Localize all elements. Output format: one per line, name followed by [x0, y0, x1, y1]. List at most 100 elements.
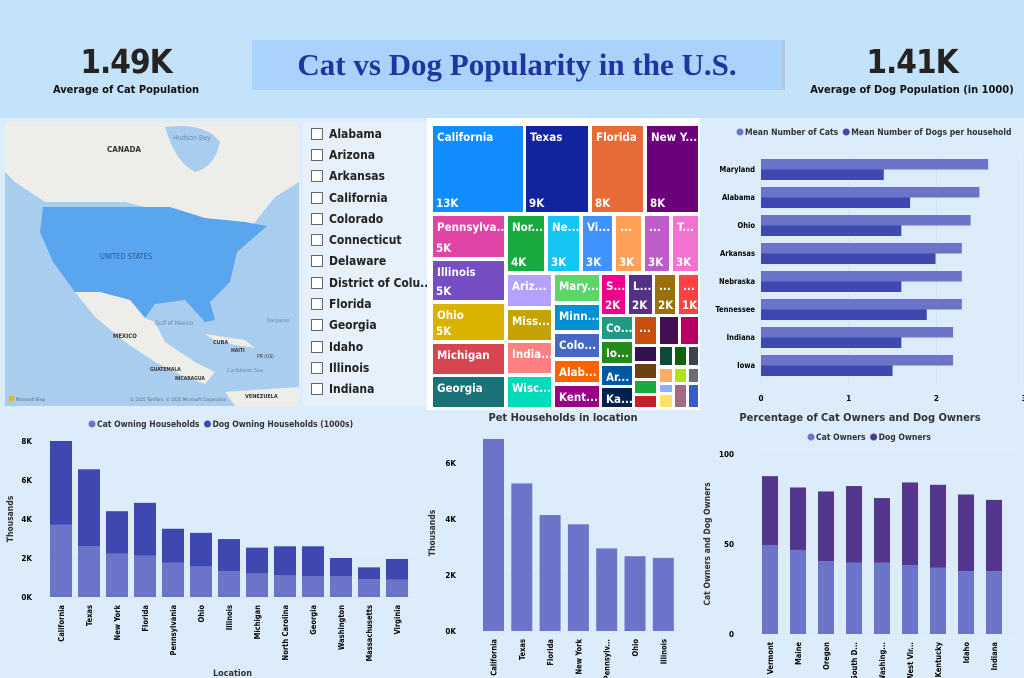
bar-segment[interactable]	[330, 558, 352, 577]
checkbox[interactable]	[311, 148, 323, 161]
checkbox[interactable]	[311, 276, 323, 289]
slicer-item[interactable]: Illinois	[303, 357, 427, 378]
checkbox[interactable]	[311, 340, 323, 353]
treemap-tile[interactable]: L... 2K	[628, 274, 653, 315]
bar-cats[interactable]	[761, 159, 989, 170]
bar-segment[interactable]	[902, 565, 918, 634]
bar-segment[interactable]	[846, 486, 862, 563]
slicer-item[interactable]: Arkansas	[303, 166, 427, 187]
treemap-tile[interactable]: Georgia	[432, 376, 505, 408]
treemap-tile[interactable]: Kent...	[554, 385, 600, 408]
bar-segment[interactable]	[818, 491, 834, 562]
treemap-tile[interactable]: Mary...	[554, 274, 600, 302]
bar-segment[interactable]	[78, 469, 100, 547]
bar-segment[interactable]	[302, 576, 324, 597]
bar-segment[interactable]	[162, 562, 184, 597]
bar-segment[interactable]	[483, 438, 504, 631]
bar-cats[interactable]	[761, 355, 954, 366]
bar-cats[interactable]	[761, 187, 980, 198]
treemap-tile[interactable]: India...	[507, 342, 552, 374]
treemap-tile[interactable]: Texas 9K	[525, 125, 589, 213]
bar-cats[interactable]	[761, 271, 962, 282]
bar-segment[interactable]	[958, 571, 974, 634]
treemap-tile[interactable]: Miss...	[507, 309, 552, 341]
treemap-tile[interactable]	[659, 368, 673, 383]
treemap-tile[interactable]: Ohio 5K	[432, 303, 505, 341]
bar-cats[interactable]	[761, 243, 962, 254]
owner-percentage-chart[interactable]: 0 50 100 Vermont Maine Oregon South D... Washin…	[700, 405, 1024, 678]
bar-segment[interactable]	[624, 556, 646, 631]
treemap-tile[interactable]: Wisc...	[507, 376, 552, 408]
treemap-tile[interactable]: Ariz...	[507, 274, 552, 307]
treemap-tile[interactable]	[634, 346, 657, 362]
bar-dogs[interactable]	[761, 337, 902, 349]
bar-segment[interactable]	[539, 515, 561, 631]
treemap-tile[interactable]: New Y... 8K	[646, 125, 699, 213]
treemap-tile[interactable]: ... 1K	[678, 274, 699, 315]
treemap-tile[interactable]: Ar...	[601, 365, 633, 386]
treemap-tile[interactable]	[674, 368, 687, 383]
treemap-tile[interactable]: Co...	[601, 316, 633, 340]
mean-pets-chart[interactable]: Mean Number of Cats Mean Number of Dogs p…	[700, 115, 1024, 410]
treemap-tile[interactable]: Alab...	[554, 360, 600, 383]
slicer-item[interactable]: Alabama	[303, 123, 427, 144]
bar-segment[interactable]	[986, 499, 1002, 572]
treemap-tile[interactable]: California 13K	[432, 125, 524, 213]
treemap-tile[interactable]	[634, 395, 657, 408]
bar-segment[interactable]	[134, 502, 156, 556]
bar-dogs[interactable]	[761, 225, 902, 237]
treemap-tile[interactable]: ... 2K	[654, 274, 676, 315]
checkbox[interactable]	[311, 298, 323, 311]
bar-segment[interactable]	[190, 532, 212, 567]
map-visual[interactable]: CANADA Hudson Bay UNITED STATES MEXICO G…	[5, 122, 299, 406]
treemap-tile[interactable]: Io...	[601, 341, 633, 364]
treemap-tile[interactable]: ...	[634, 316, 657, 345]
bar-segment[interactable]	[330, 576, 352, 597]
pet-households-chart[interactable]: 0K 2K 4K 6K California Texas Florida New York Pe…	[420, 405, 700, 678]
state-treemap[interactable]: California 13K Texas 9K Florida 8K New Y... 8K P…	[427, 118, 700, 410]
slicer-item[interactable]: Connecticut	[303, 229, 427, 250]
treemap-tile[interactable]	[659, 384, 673, 393]
slicer-item[interactable]: Delaware	[303, 251, 427, 272]
bar-segment[interactable]	[162, 528, 184, 563]
bar-segment[interactable]	[246, 547, 268, 574]
bar-segment[interactable]	[218, 539, 240, 572]
treemap-tile[interactable]	[688, 368, 699, 383]
bar-segment[interactable]	[930, 484, 946, 568]
bar-segment[interactable]	[846, 562, 862, 634]
bar-segment[interactable]	[762, 545, 778, 634]
bar-dogs[interactable]	[761, 253, 936, 265]
bar-dogs[interactable]	[761, 365, 893, 377]
slicer-item[interactable]: Indiana	[303, 379, 427, 400]
checkbox[interactable]	[311, 255, 323, 268]
state-slicer[interactable]: Alabama Arizona Arkansas California Colorado…	[303, 122, 427, 406]
checkbox[interactable]	[311, 319, 323, 332]
treemap-tile[interactable]: S... 2K	[601, 274, 626, 315]
treemap-tile[interactable]	[659, 316, 679, 345]
treemap-tile[interactable]	[634, 363, 657, 379]
bar-dogs[interactable]	[761, 197, 911, 209]
checkbox[interactable]	[311, 191, 323, 204]
bar-segment[interactable]	[511, 483, 533, 631]
bar-segment[interactable]	[567, 524, 589, 631]
bar-segment[interactable]	[190, 566, 212, 597]
bar-segment[interactable]	[302, 546, 324, 577]
map-canvas[interactable]: CANADA Hudson Bay UNITED STATES MEXICO G…	[5, 122, 299, 406]
bar-segment[interactable]	[818, 561, 834, 634]
slicer-item[interactable]: Arizona	[303, 144, 427, 165]
bar-dogs[interactable]	[761, 169, 884, 181]
checkbox[interactable]	[311, 383, 323, 396]
bar-cats[interactable]	[761, 327, 954, 338]
bar-segment[interactable]	[958, 494, 974, 572]
slicer-item[interactable]: Florida	[303, 293, 427, 314]
bar-segment[interactable]	[218, 571, 240, 597]
bar-segment[interactable]	[874, 498, 890, 563]
treemap-tile[interactable]	[688, 346, 699, 366]
treemap-tile[interactable]: Ka...	[601, 387, 633, 408]
treemap-tile[interactable]: Florida 8K	[591, 125, 644, 213]
checkbox[interactable]	[311, 234, 323, 247]
bar-segment[interactable]	[50, 441, 72, 525]
owning-households-chart[interactable]: 0K 2K 4K 6K 8K California Texas New York Florida…	[0, 410, 420, 678]
bar-segment[interactable]	[50, 524, 72, 597]
checkbox[interactable]	[311, 212, 323, 225]
